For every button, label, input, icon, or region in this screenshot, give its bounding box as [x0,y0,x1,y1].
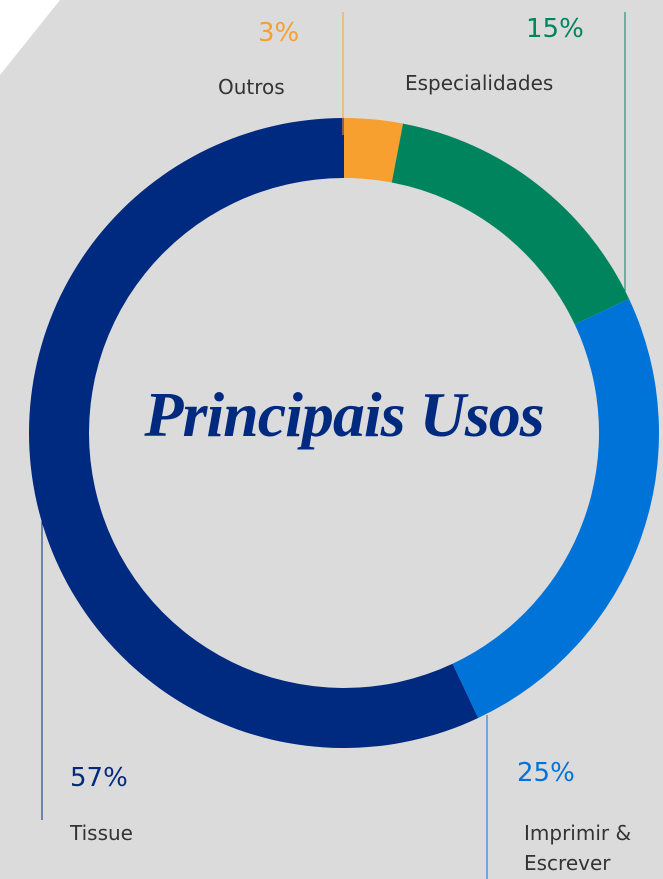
donut-segment [452,298,659,719]
category-label: Imprimir & Escrever [524,821,632,875]
category-label: Especialidades [405,71,554,95]
chart-title: Principais Usos [144,379,544,450]
category-label: Outros [218,75,285,99]
value-label: 25% [517,758,575,788]
donut-segment [344,118,404,183]
value-label: 57% [70,763,128,793]
donut-segment [391,123,630,325]
donut-segment [28,118,479,748]
category-label: Tissue [70,821,133,845]
value-label: 15% [526,14,584,44]
value-label: 3% [258,18,300,48]
corner-cut [0,0,60,75]
